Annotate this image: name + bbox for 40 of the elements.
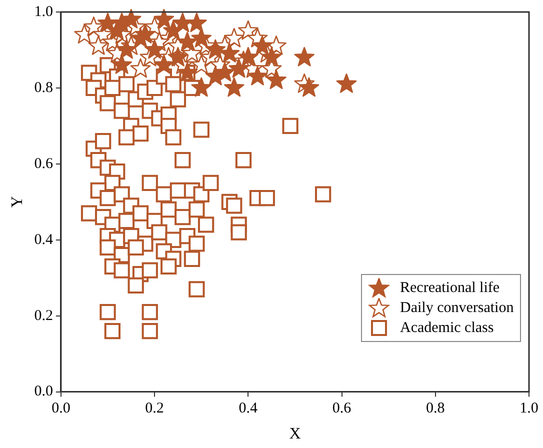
point (168, 46, 188, 66)
legend-label: Academic class (400, 318, 494, 338)
x-tick-label: 0.2 (145, 400, 164, 417)
point (336, 74, 357, 93)
x-tick-label: 0.6 (332, 400, 352, 417)
x-tick-label: 0.0 (52, 400, 70, 417)
y-axis-title: Y (8, 196, 26, 208)
point (238, 46, 258, 66)
legend-label: Recreational life (400, 278, 500, 298)
y-tick-label: 0.0 (34, 384, 53, 400)
point (247, 66, 268, 86)
y-tick-label: 0.6 (34, 156, 54, 172)
point (144, 39, 165, 59)
point (298, 77, 320, 97)
point (130, 28, 151, 48)
point (205, 39, 226, 59)
point (294, 46, 314, 66)
point (224, 28, 244, 48)
point (177, 32, 198, 52)
point (116, 39, 137, 59)
point (261, 46, 282, 66)
point (163, 20, 184, 40)
y-tick-label: 0.8 (34, 80, 53, 96)
x-tick-label: 0.8 (426, 400, 445, 417)
point (130, 58, 151, 78)
y-tick-label: 1.0 (34, 4, 53, 20)
y-tick-label: 0.2 (34, 308, 53, 324)
point (228, 58, 249, 78)
point (252, 36, 272, 55)
point (154, 8, 174, 28)
point (224, 77, 244, 97)
point (266, 70, 286, 90)
point (219, 43, 240, 63)
point (88, 36, 109, 55)
x-axis-title: X (289, 426, 302, 443)
point (154, 54, 174, 74)
legend-label: Daily conversation (400, 298, 514, 318)
x-tick-label: 1.0 (520, 400, 538, 417)
x-tick-label: 0.4 (238, 400, 258, 417)
y-tick-label: 0.4 (34, 232, 54, 248)
